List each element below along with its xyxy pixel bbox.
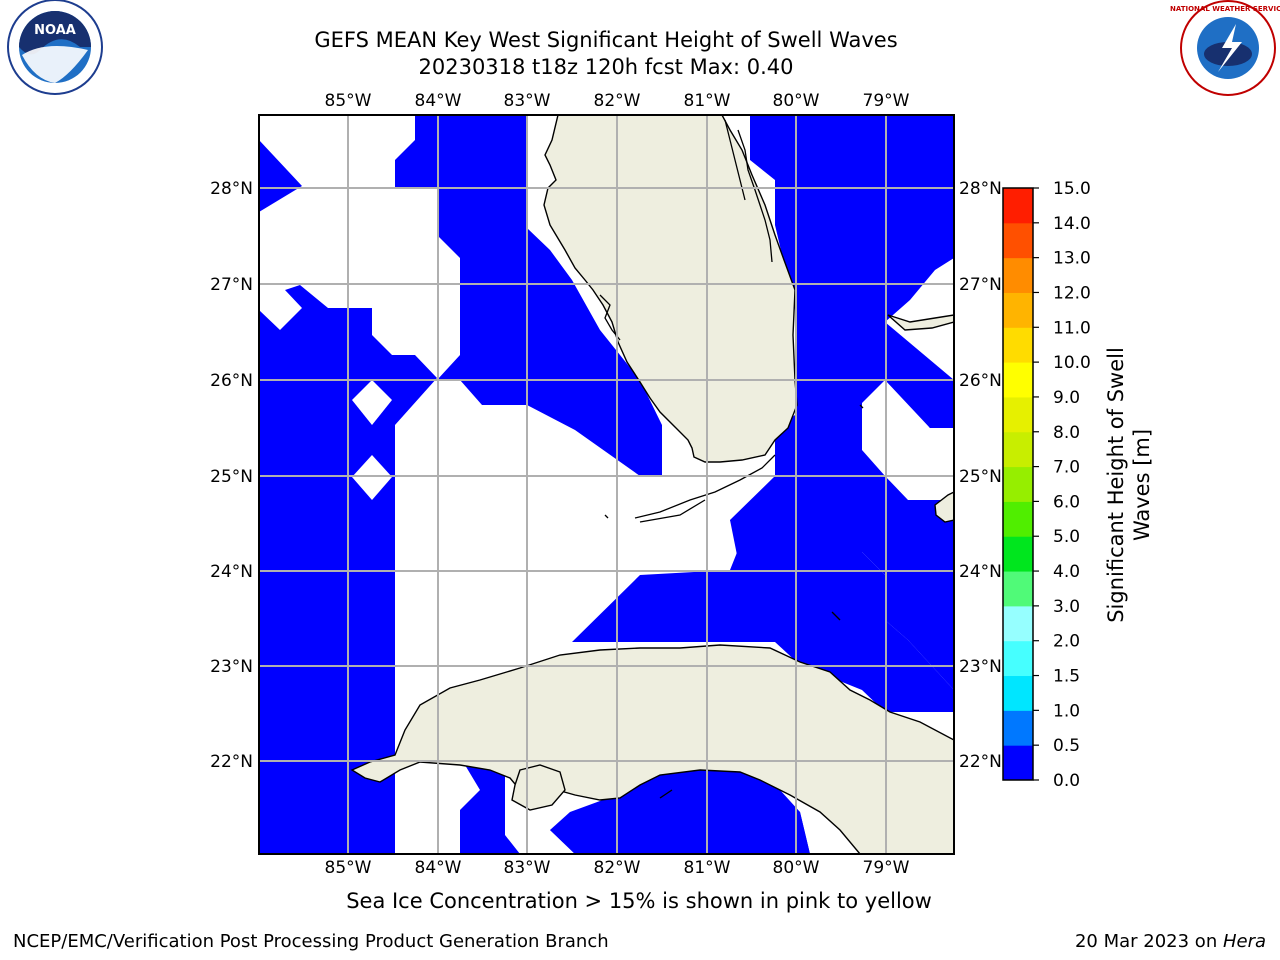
lon-label: 81°W bbox=[684, 91, 731, 111]
cuba-island bbox=[350, 644, 954, 854]
isla-de-la-juventud bbox=[511, 764, 566, 811]
lat-label: 26°N bbox=[210, 371, 253, 391]
chart-subtitle: 20230318 t18z 120h fcst Max: 0.40 bbox=[418, 55, 794, 79]
colorbar-band bbox=[1003, 257, 1033, 293]
florida-peninsula bbox=[543, 115, 798, 463]
colorbar-title: Significant Height of Swell Waves [m] bbox=[1104, 347, 1154, 623]
colorbar-band bbox=[1003, 188, 1033, 224]
colorbar-tick-label: 8.0 bbox=[1053, 423, 1080, 443]
footer-date-text: 20 Mar 2023 on bbox=[1074, 931, 1223, 952]
colorbar-band bbox=[1003, 501, 1033, 537]
colorbar-band bbox=[1003, 571, 1033, 607]
lat-label: 22°N bbox=[210, 752, 253, 772]
colorbar-title-line1: Significant Height of Swell bbox=[1104, 347, 1128, 623]
lat-label: 22°N bbox=[959, 752, 1002, 772]
colorbar-tick-label: 0.0 bbox=[1053, 771, 1080, 791]
lat-label: 25°N bbox=[210, 467, 253, 487]
lon-label: 82°W bbox=[594, 858, 641, 878]
footer-date: 20 Mar 2023 on Hera bbox=[1075, 931, 1266, 952]
colorbar-band bbox=[1003, 466, 1033, 502]
nws-logo-text: NATIONAL WEATHER SERVICE bbox=[1170, 5, 1280, 13]
noaa-logo-text: NOAA bbox=[34, 23, 76, 38]
colorbar-band bbox=[1003, 396, 1033, 433]
lat-labels-left: 28°N 27°N 26°N 25°N 24°N 23°N 22°N bbox=[210, 179, 253, 772]
lat-label: 25°N bbox=[959, 467, 1002, 487]
lat-label: 28°N bbox=[959, 179, 1002, 199]
lat-label: 24°N bbox=[959, 562, 1002, 582]
colorbar-tick-label: 10.0 bbox=[1053, 353, 1091, 373]
land-masses bbox=[350, 115, 954, 854]
colorbar-frame bbox=[1002, 187, 1034, 781]
lon-label: 79°W bbox=[863, 91, 910, 111]
lon-label: 84°W bbox=[415, 91, 462, 111]
lon-label: 85°W bbox=[325, 91, 372, 111]
colorbar-band bbox=[1003, 640, 1033, 677]
coast-details bbox=[599, 119, 864, 799]
lat-label: 23°N bbox=[959, 657, 1002, 677]
colorbar-tick-label: 12.0 bbox=[1053, 283, 1091, 303]
lon-labels-bottom: 85°W 84°W 83°W 82°W 81°W 80°W 79°W bbox=[325, 858, 910, 878]
colorbar-tick-label: 1.5 bbox=[1053, 667, 1080, 687]
colorbar-tick-label: 2.0 bbox=[1053, 632, 1080, 652]
colorbar-band bbox=[1003, 327, 1033, 363]
lat-label: 28°N bbox=[210, 179, 253, 199]
colorbar-tick-label: 14.0 bbox=[1053, 214, 1091, 234]
footer-credit: NCEP/EMC/Verification Post Processing Pr… bbox=[13, 931, 609, 952]
colorbar-band bbox=[1003, 710, 1033, 746]
colorbar-tick-label: 7.0 bbox=[1053, 458, 1080, 478]
colorbar-band bbox=[1003, 362, 1033, 398]
lat-label: 27°N bbox=[210, 275, 253, 295]
lat-label: 27°N bbox=[959, 275, 1002, 295]
colorbar-band bbox=[1003, 536, 1033, 572]
colorbar-tick-label: 15.0 bbox=[1053, 179, 1091, 199]
lat-label: 23°N bbox=[210, 657, 253, 677]
bahamas-grand bbox=[887, 314, 954, 331]
noaa-logo: NOAA bbox=[7, 0, 103, 95]
lon-label: 81°W bbox=[684, 858, 731, 878]
colorbar-band bbox=[1003, 675, 1033, 711]
colorbar-band bbox=[1003, 605, 1033, 642]
colorbar-tick-labels: 0.0 0.5 1.0 1.5 2.0 3.0 4.0 5.0 6.0 7.0 8.0 9.0 10.0… bbox=[1033, 179, 1091, 791]
colorbar-band bbox=[1003, 292, 1033, 328]
colorbar-tick-label: 5.0 bbox=[1053, 527, 1080, 547]
footer-host: Hera bbox=[1222, 931, 1266, 952]
lon-label: 84°W bbox=[415, 858, 462, 878]
colorbar-title-line2: Waves [m] bbox=[1130, 429, 1154, 541]
lon-label: 79°W bbox=[863, 858, 910, 878]
lat-label: 26°N bbox=[959, 371, 1002, 391]
colorbar-tick-label: 1.0 bbox=[1053, 701, 1080, 721]
lon-label: 83°W bbox=[504, 858, 551, 878]
lon-labels-top: 85°W 84°W 83°W 82°W 81°W 80°W 79°W bbox=[325, 91, 910, 111]
colorbar-band bbox=[1003, 745, 1033, 781]
colorbar-tick-label: 6.0 bbox=[1053, 492, 1080, 512]
chart-title: GEFS MEAN Key West Significant Height of… bbox=[314, 28, 898, 52]
bahamas-andros bbox=[934, 491, 954, 523]
colorbar-tick-label: 13.0 bbox=[1053, 249, 1091, 269]
map-caption: Sea Ice Concentration > 15% is shown in … bbox=[346, 889, 932, 913]
colorbar-tick-label: 0.5 bbox=[1053, 736, 1080, 756]
colorbar bbox=[1003, 188, 1033, 781]
colorbar-tick-label: 3.0 bbox=[1053, 597, 1080, 617]
lat-label: 24°N bbox=[210, 562, 253, 582]
lon-label: 85°W bbox=[325, 858, 372, 878]
lon-label: 83°W bbox=[504, 91, 551, 111]
colorbar-tick-label: 11.0 bbox=[1053, 318, 1091, 338]
colorbar-tick-label: 4.0 bbox=[1053, 562, 1080, 582]
map-frame bbox=[258, 114, 955, 855]
lon-label: 80°W bbox=[773, 91, 820, 111]
lon-label: 80°W bbox=[773, 858, 820, 878]
lon-label: 82°W bbox=[594, 91, 641, 111]
colorbar-band bbox=[1003, 222, 1033, 259]
swell-field bbox=[259, 115, 954, 854]
graticule bbox=[259, 115, 954, 854]
lat-labels-right: 28°N 27°N 26°N 25°N 24°N 23°N 22°N bbox=[959, 179, 1002, 772]
colorbar-band bbox=[1003, 431, 1033, 468]
nws-logo: NATIONAL WEATHER SERVICE bbox=[1170, 0, 1280, 96]
colorbar-tick-label: 9.0 bbox=[1053, 388, 1080, 408]
map-area bbox=[259, 115, 954, 854]
